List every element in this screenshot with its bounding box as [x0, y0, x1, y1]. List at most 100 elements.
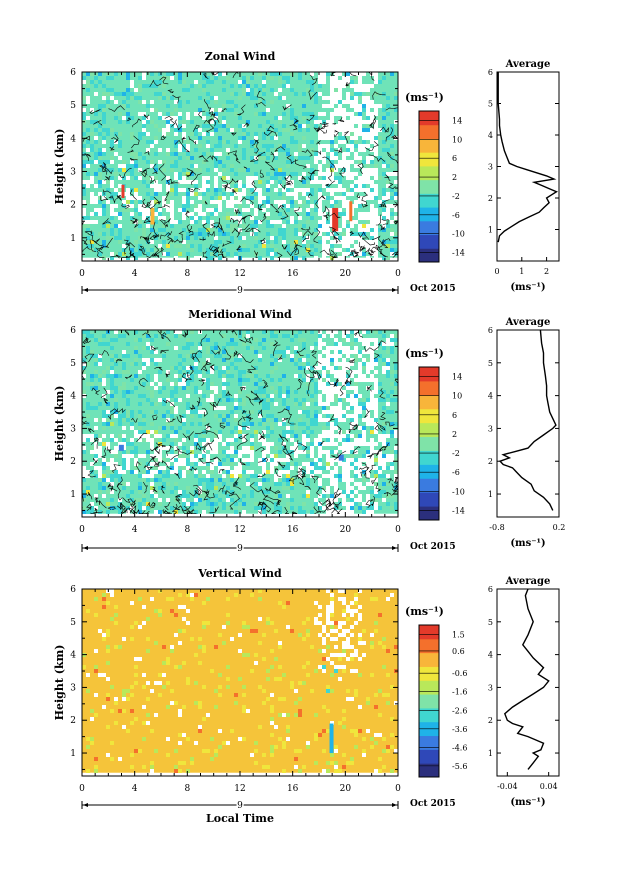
- heatmap-cell: [334, 645, 338, 649]
- heatmap-cell: [334, 506, 338, 510]
- heatmap-cell: [110, 422, 114, 426]
- heatmap-cell: [222, 442, 226, 446]
- heatmap-cell: [238, 180, 242, 184]
- heatmap-cell: [202, 394, 206, 398]
- heatmap-cell: [270, 709, 274, 713]
- heatmap-cell: [342, 629, 346, 633]
- heatmap-cell: [302, 434, 306, 438]
- heatmap-cell: [318, 386, 322, 390]
- contour-line: [298, 476, 305, 486]
- heatmap-cell: [386, 338, 390, 342]
- heatmap-cell: [390, 450, 394, 454]
- heatmap-cell: [174, 116, 178, 120]
- heatmap-cell: [262, 156, 266, 160]
- heatmap-cell: [318, 402, 322, 406]
- heatmap-cell: [222, 184, 226, 188]
- heatmap-cell: [326, 438, 330, 442]
- heatmap-cell: [214, 180, 218, 184]
- heatmap-cell: [286, 625, 290, 629]
- colorbar-tick-label: 2: [452, 173, 457, 182]
- heatmap-cell: [382, 188, 386, 192]
- heatmap-cell: [362, 366, 366, 370]
- heatmap-cell: [174, 462, 178, 466]
- heatmap-cell: [374, 256, 378, 260]
- contour-line: [143, 216, 151, 224]
- heatmap-cell: [326, 208, 330, 212]
- heatmap-cell: [110, 228, 114, 232]
- heatmap-cell: [250, 494, 254, 498]
- heatmap-cell: [130, 160, 134, 164]
- heatmap-cell: [142, 72, 146, 76]
- heatmap-cell: [226, 382, 230, 386]
- heatmap-cell: [394, 248, 398, 252]
- heatmap-cell: [106, 661, 110, 665]
- heatmap-cell: [242, 152, 246, 156]
- heatmap-cell: [130, 378, 134, 382]
- contour-line: [380, 442, 389, 452]
- heatmap-cell: [366, 244, 370, 248]
- heatmap-cell: [234, 216, 238, 220]
- heatmap-cell: [254, 132, 258, 136]
- contour-line: [379, 411, 387, 421]
- heatmap-cell: [258, 220, 262, 224]
- heatmap-cell: [354, 378, 358, 382]
- heatmap-cell: [274, 92, 278, 96]
- heatmap-cell: [334, 498, 338, 502]
- heatmap-cell: [226, 470, 230, 474]
- heatmap-cell: [198, 402, 202, 406]
- heatmap-cell: [218, 108, 222, 112]
- heatmap-cell: [382, 244, 386, 248]
- heatmap-cell: [174, 765, 178, 769]
- heatmap-cell: [166, 418, 170, 422]
- heatmap-cell: [214, 430, 218, 434]
- heatmap-cell: [218, 398, 222, 402]
- heatmap-cell: [126, 192, 130, 196]
- heatmap-cell: [174, 244, 178, 248]
- heatmap-cell: [146, 374, 150, 378]
- heatmap-cell: [322, 172, 326, 176]
- contour-line: [332, 488, 340, 505]
- contour-line: [116, 194, 122, 201]
- heatmap-cell: [206, 398, 210, 402]
- contour-line: [185, 168, 194, 177]
- heatmap-cell: [342, 434, 346, 438]
- heatmap-cell: [218, 208, 222, 212]
- heatmap-cell: [322, 637, 326, 641]
- x-tick-label: 4: [132, 784, 138, 794]
- heatmap-cell: [298, 697, 302, 701]
- heatmap-cell: [274, 334, 278, 338]
- heatmap-cell: [126, 482, 130, 486]
- heatmap-cell: [138, 112, 142, 116]
- heatmap-cell: [354, 406, 358, 410]
- heatmap-cell: [90, 510, 94, 514]
- heatmap-cell: [274, 478, 278, 482]
- heatmap-cell: [262, 510, 266, 514]
- heatmap-cell: [190, 637, 194, 641]
- heatmap-cell: [366, 92, 370, 96]
- heatmap-cell: [134, 434, 138, 438]
- heatmap-cell: [274, 462, 278, 466]
- heatmap-cell: [146, 342, 150, 346]
- heatmap-cell: [350, 72, 354, 76]
- heatmap-cell: [382, 462, 386, 466]
- colorbar-frame: [418, 110, 440, 263]
- heatmap-cell: [370, 458, 374, 462]
- contour-line: [108, 105, 125, 112]
- heatmap-cell: [370, 398, 374, 402]
- heatmap-cell: [334, 390, 338, 394]
- heatmap-cell: [318, 605, 322, 609]
- heatmap-cell: [174, 466, 178, 470]
- heatmap-cell: [354, 128, 358, 132]
- heatmap-cell: [394, 470, 398, 474]
- heatmap-cell: [350, 446, 354, 450]
- heatmap-cell: [378, 200, 382, 204]
- heatmap-cell: [202, 685, 206, 689]
- heatmap-cell: [266, 252, 270, 256]
- heatmap-cell: [150, 228, 154, 232]
- heatmap-cell: [218, 160, 222, 164]
- heatmap-cell: [378, 228, 382, 232]
- heatmap-cell: [262, 112, 266, 116]
- heatmap-cell: [330, 470, 334, 474]
- heatmap-cell: [314, 601, 318, 605]
- heatmap-cell: [390, 232, 394, 236]
